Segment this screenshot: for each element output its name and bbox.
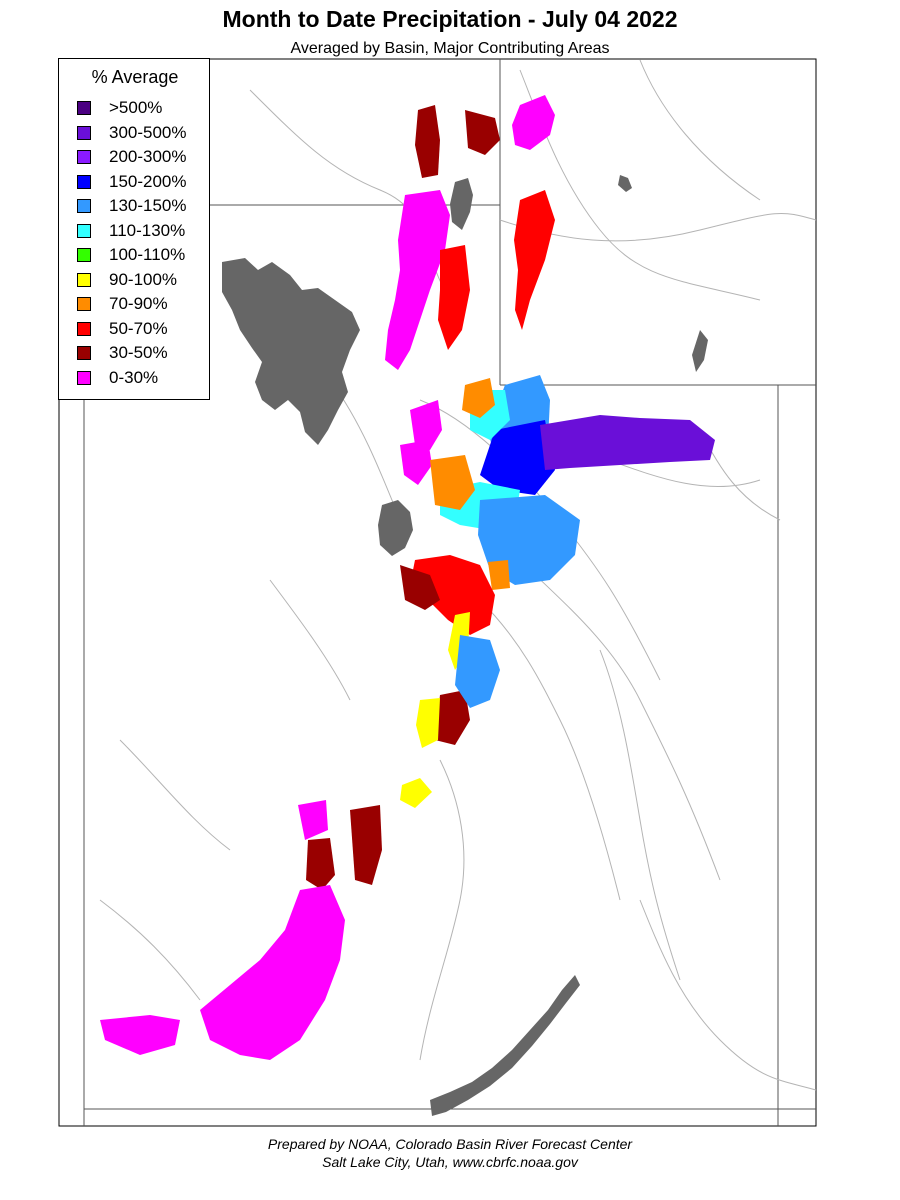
legend-swatch	[77, 346, 91, 360]
basin-300-500-uinta-east	[540, 415, 715, 470]
basin-30-50-sanpete	[435, 690, 470, 745]
basin-0-30-northeast	[512, 95, 555, 150]
legend-item: 70-90%	[77, 293, 168, 315]
basin-70-90-weber	[462, 378, 495, 418]
basin-30-50-north-a	[415, 105, 440, 178]
legend-item: 0-30%	[77, 367, 158, 389]
basin-50-70-central	[410, 555, 495, 635]
legend-swatch	[77, 199, 91, 213]
basin-0-30-southwest	[200, 885, 345, 1060]
legend-swatch	[77, 125, 91, 140]
legend: % Average >500% 300-500% 200-300% 150-200% 1…	[58, 58, 210, 400]
legend-label: >500%	[109, 98, 163, 117]
basin-130-150-sevier	[455, 635, 500, 708]
legend-label: 300-500%	[109, 122, 187, 142]
legend-swatch	[77, 297, 91, 311]
great-salt-lake	[222, 258, 360, 445]
legend-item: 300-500%	[77, 122, 187, 144]
basin-0-30-ogden	[410, 400, 442, 450]
basin-0-30-north	[385, 190, 450, 370]
legend-label: 70-90%	[109, 294, 168, 313]
basin-30-50-north-b	[465, 110, 500, 155]
legend-label: 110-130%	[109, 220, 186, 240]
footer-credit: Prepared by NOAA, Colorado Basin River F…	[267, 1136, 633, 1152]
legend-swatch	[77, 101, 91, 115]
utah-lake	[378, 500, 413, 556]
basin-150-200-central	[480, 420, 555, 495]
legend-item: 100-110%	[77, 244, 185, 266]
basin-90-100-c	[400, 778, 432, 808]
legend-item: 130-150%	[77, 195, 187, 217]
legend-swatch	[77, 248, 91, 262]
basin-30-50-south-a	[350, 805, 382, 885]
flaming-gorge	[618, 175, 632, 192]
basin-regions	[100, 95, 715, 1060]
reservoir-east	[692, 330, 708, 372]
water-bodies	[222, 175, 708, 1116]
legend-swatch	[77, 174, 91, 189]
basin-30-50-central	[400, 565, 440, 610]
legend-label: 90-100%	[109, 269, 178, 289]
legend-swatch	[77, 370, 91, 385]
basin-90-100-b	[416, 698, 440, 748]
basin-0-30-slc	[400, 440, 432, 485]
legend-swatch	[77, 321, 91, 336]
map-subtitle: Averaged by Basin, Major Contributing Ar…	[290, 40, 610, 57]
legend-item: >500%	[77, 97, 162, 119]
legend-label: 50-70%	[109, 318, 168, 338]
legend-item: 200-300%	[77, 146, 187, 168]
basin-0-30-southwest-b	[100, 1015, 180, 1055]
basin-30-50-south-b	[306, 838, 335, 890]
footer-location: Salt Lake City, Utah, www.cbrfc.noaa.gov	[322, 1154, 578, 1170]
basin-70-90-south	[488, 560, 510, 590]
legend-label: 130-150%	[109, 196, 187, 215]
legend-item: 110-130%	[77, 220, 185, 242]
basin-50-70-north-central	[438, 245, 470, 350]
legend-title: % Average	[91, 67, 179, 87]
legend-label: 30-50%	[109, 343, 168, 362]
basin-0-30-central-west	[298, 800, 328, 840]
legend-label: 150-200%	[109, 171, 187, 191]
legend-swatch	[77, 150, 91, 164]
legend-label: 100-110%	[109, 245, 186, 264]
basin-50-70-north-east	[514, 190, 555, 330]
basin-70-90-provo	[430, 455, 475, 510]
legend-label: 0-30%	[109, 367, 159, 387]
legend-item: 90-100%	[77, 269, 177, 291]
bear-lake	[450, 178, 473, 230]
map-title: Month to Date Precipitation - July 04 20…	[222, 6, 678, 32]
legend-item: 50-70%	[77, 318, 168, 340]
legend-item: 150-200%	[77, 171, 187, 193]
legend-item: 30-50%	[77, 342, 168, 364]
legend-swatch	[77, 272, 91, 287]
legend-label: 200-300%	[109, 147, 187, 166]
legend-swatch	[77, 223, 91, 238]
basin-90-100-a	[448, 612, 470, 670]
lake-powell	[430, 975, 580, 1116]
map-frame	[58, 58, 817, 1127]
